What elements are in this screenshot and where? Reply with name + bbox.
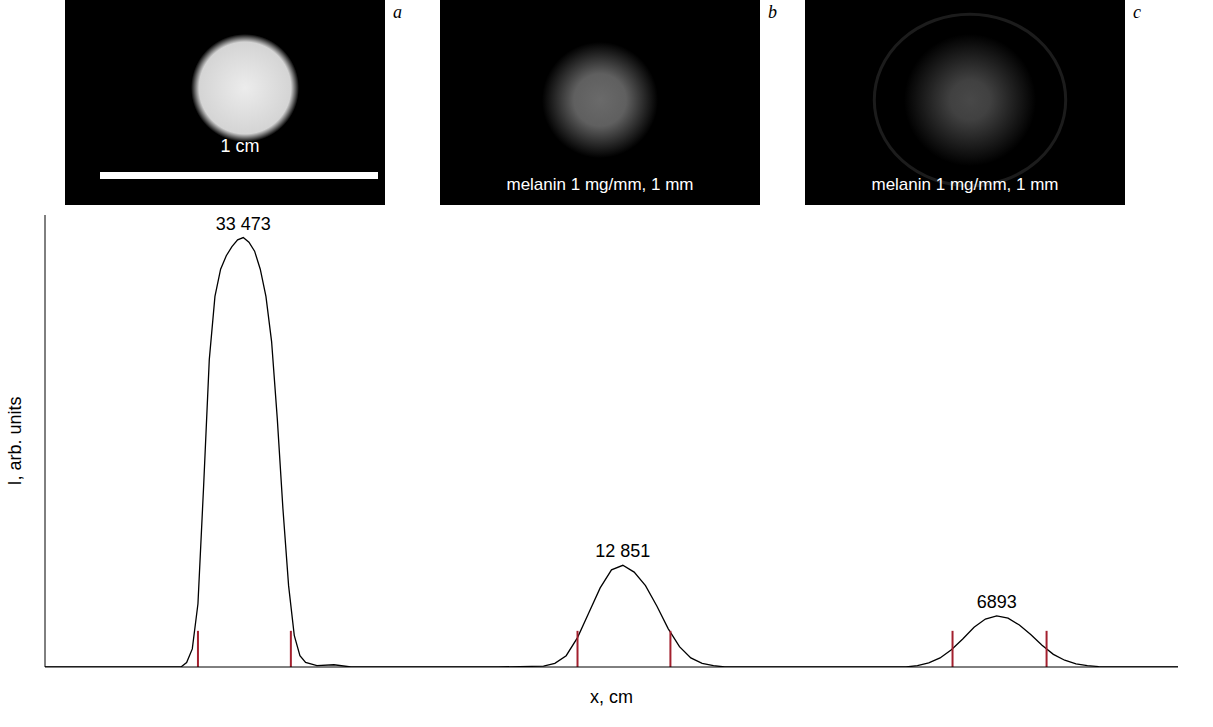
html-text:b: b [768,2,777,22]
svg-text:I, arb. units: I, arb. units [5,396,25,485]
svg-text:12 851: 12 851 [595,541,650,561]
html-text:c: c [1133,2,1141,22]
svg-text:x, cm: x, cm [590,687,633,707]
svg-text:33 473: 33 473 [216,214,271,234]
html-text:a: a [393,2,402,22]
svg-text:melanin 1 mg/mm, 1 mm: melanin 1 mg/mm, 1 mm [871,175,1058,194]
svg-text:1 cm: 1 cm [220,136,259,156]
svg-text:melanin 1 mg/mm, 1 mm: melanin 1 mg/mm, 1 mm [506,175,693,194]
svg-text:6893: 6893 [977,592,1017,612]
